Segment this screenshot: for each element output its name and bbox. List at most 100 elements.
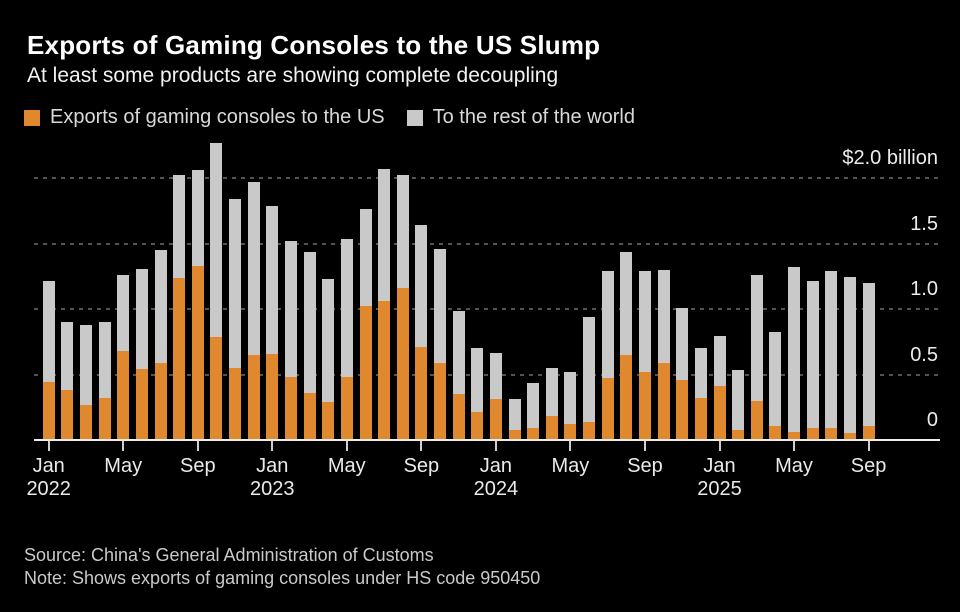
x-axis-tick bbox=[271, 441, 274, 451]
segment-us bbox=[434, 363, 446, 440]
stacked-bar bbox=[750, 275, 763, 440]
segment-rest-of-world bbox=[713, 336, 726, 386]
segment-rest-of-world bbox=[359, 209, 372, 306]
segment-us bbox=[284, 377, 297, 440]
segment-rest-of-world bbox=[527, 383, 540, 428]
segment-rest-of-world bbox=[583, 317, 596, 422]
x-axis-month-label: Jan bbox=[256, 455, 289, 477]
segment-us bbox=[415, 347, 428, 440]
segment-us bbox=[788, 432, 800, 440]
segment-us bbox=[843, 433, 856, 440]
segment-us bbox=[489, 399, 502, 440]
stacked-bar bbox=[657, 270, 670, 440]
segment-us bbox=[359, 306, 372, 440]
x-axis-year-label: 2023 bbox=[250, 478, 295, 500]
segment-rest-of-world bbox=[210, 143, 223, 337]
x-axis-month-label: Jan bbox=[479, 455, 513, 477]
segment-rest-of-world bbox=[750, 275, 763, 401]
segment-rest-of-world bbox=[508, 399, 521, 430]
x-axis-tick bbox=[718, 441, 721, 451]
segment-us bbox=[601, 378, 614, 440]
segment-us bbox=[117, 351, 130, 440]
segment-rest-of-world bbox=[788, 267, 800, 432]
y-axis-label: 0.5 bbox=[910, 343, 938, 366]
segment-rest-of-world bbox=[191, 170, 204, 266]
segment-rest-of-world bbox=[732, 370, 745, 430]
segment-us bbox=[42, 382, 55, 440]
stacked-bar bbox=[862, 283, 875, 440]
stacked-bar bbox=[583, 317, 596, 440]
stacked-bar bbox=[42, 281, 55, 440]
segment-rest-of-world bbox=[247, 182, 260, 355]
stacked-bar bbox=[266, 206, 279, 440]
stacked-bar bbox=[378, 169, 391, 440]
stacked-bar bbox=[173, 175, 186, 440]
segment-us bbox=[527, 428, 540, 440]
stacked-bar bbox=[713, 336, 726, 440]
segment-us bbox=[266, 354, 279, 440]
y-gridline bbox=[34, 373, 940, 376]
x-axis-month-label: Sep bbox=[180, 455, 216, 477]
x-axis-month-label: Sep bbox=[403, 455, 440, 477]
stacked-bar bbox=[191, 170, 204, 440]
x-axis-tick bbox=[47, 441, 50, 451]
stacked-bar bbox=[620, 252, 633, 440]
segment-us bbox=[173, 278, 186, 440]
segment-us bbox=[825, 428, 838, 440]
x-axis-tick bbox=[122, 441, 125, 451]
stacked-bar bbox=[788, 267, 800, 440]
segment-us bbox=[713, 386, 726, 440]
legend-item-us: Exports of gaming consoles to the US bbox=[24, 106, 385, 129]
segment-rest-of-world bbox=[601, 271, 614, 378]
segment-rest-of-world bbox=[806, 281, 819, 428]
segment-rest-of-world bbox=[415, 225, 428, 347]
stacked-bar bbox=[601, 271, 614, 440]
segment-rest-of-world bbox=[378, 169, 391, 301]
stacked-bar bbox=[359, 209, 372, 440]
y-axis-label: $2.0 billion bbox=[842, 147, 938, 169]
source-note: Source: China's General Administration o… bbox=[24, 545, 434, 565]
segment-rest-of-world bbox=[135, 269, 148, 369]
stacked-bar bbox=[61, 322, 74, 440]
segment-rest-of-world bbox=[825, 271, 838, 428]
stacked-bar bbox=[80, 325, 92, 440]
segment-rest-of-world bbox=[173, 175, 186, 278]
legend-item-rest-of-world: To the rest of the world bbox=[406, 106, 635, 129]
stacked-bar bbox=[564, 372, 577, 440]
segment-rest-of-world bbox=[229, 199, 241, 368]
segment-us bbox=[732, 430, 745, 440]
stacked-bar bbox=[508, 399, 521, 440]
segment-rest-of-world bbox=[303, 252, 316, 393]
segment-rest-of-world bbox=[489, 353, 502, 399]
segment-us bbox=[340, 377, 353, 440]
x-axis-tick bbox=[494, 441, 497, 451]
segment-rest-of-world bbox=[862, 283, 875, 426]
segment-rest-of-world bbox=[471, 348, 484, 412]
legend: Exports of gaming consoles to the US To … bbox=[24, 106, 635, 129]
stacked-bar bbox=[769, 332, 782, 440]
segment-us bbox=[154, 363, 167, 440]
segment-us bbox=[378, 301, 391, 440]
x-axis-month-label: May bbox=[327, 455, 366, 477]
segment-us bbox=[322, 402, 335, 440]
chart-subtitle: At least some products are showing compl… bbox=[27, 64, 559, 87]
segment-rest-of-world bbox=[42, 281, 55, 382]
stacked-bar bbox=[415, 225, 428, 440]
stacked-bar bbox=[489, 353, 502, 440]
segment-rest-of-world bbox=[639, 271, 651, 372]
x-axis-tick bbox=[644, 441, 646, 451]
segment-us bbox=[862, 426, 875, 440]
segment-rest-of-world bbox=[452, 311, 465, 394]
segment-us bbox=[471, 412, 484, 440]
segment-us bbox=[508, 430, 521, 440]
x-axis-tick bbox=[793, 441, 795, 451]
segment-us bbox=[98, 398, 111, 440]
stacked-bar bbox=[396, 175, 409, 440]
stacked-bar bbox=[117, 275, 130, 440]
segment-us bbox=[303, 393, 316, 440]
segment-us bbox=[676, 380, 689, 440]
x-axis-month-label: Sep bbox=[627, 455, 663, 477]
x-axis-baseline bbox=[34, 439, 940, 441]
x-axis-tick bbox=[345, 441, 348, 451]
legend-label-row: To the rest of the world bbox=[432, 106, 635, 128]
